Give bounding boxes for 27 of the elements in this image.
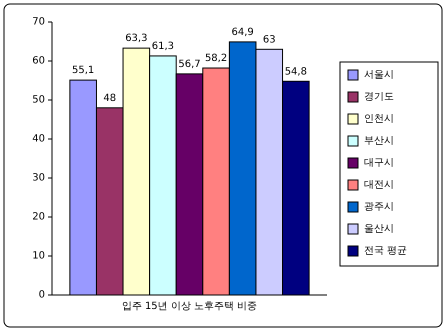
legend-label: 인천시 (364, 114, 394, 125)
data-label: 55,1 (72, 65, 94, 76)
legend-label: 대전시 (364, 180, 394, 191)
y-tick-label: 30 (32, 172, 45, 184)
legend-label: 서울시 (364, 70, 394, 81)
data-label: 54,8 (284, 66, 307, 78)
x-tick-label: 입주 15년 이상 노후주택 비중 (122, 301, 258, 312)
legend-label: 대구시 (364, 158, 394, 169)
data-label: 64,9 (232, 26, 254, 38)
data-label: 58,2 (204, 53, 228, 64)
y-tick-label: 10 (32, 250, 45, 262)
legend-label: 경기도 (364, 92, 394, 103)
y-tick-label: 70 (32, 16, 45, 28)
legend-label: 울산시 (364, 224, 394, 235)
data-label: 56,7 (178, 58, 201, 70)
y-tick-label: 0 (38, 290, 45, 301)
y-tick-label: 20 (32, 212, 45, 223)
y-tick-label: 60 (32, 56, 45, 67)
data-label: 48 (103, 92, 116, 104)
y-tick-label: 50 (32, 94, 45, 106)
data-label: 61,3 (152, 40, 174, 52)
y-tick-label: 40 (32, 134, 45, 145)
legend-label: 부산시 (364, 136, 394, 147)
legend-label: 광주시 (364, 202, 394, 213)
data-label: 63,3 (125, 33, 148, 44)
legend-label: 전국 평균 (364, 246, 408, 257)
data-label: 63 (262, 34, 276, 46)
